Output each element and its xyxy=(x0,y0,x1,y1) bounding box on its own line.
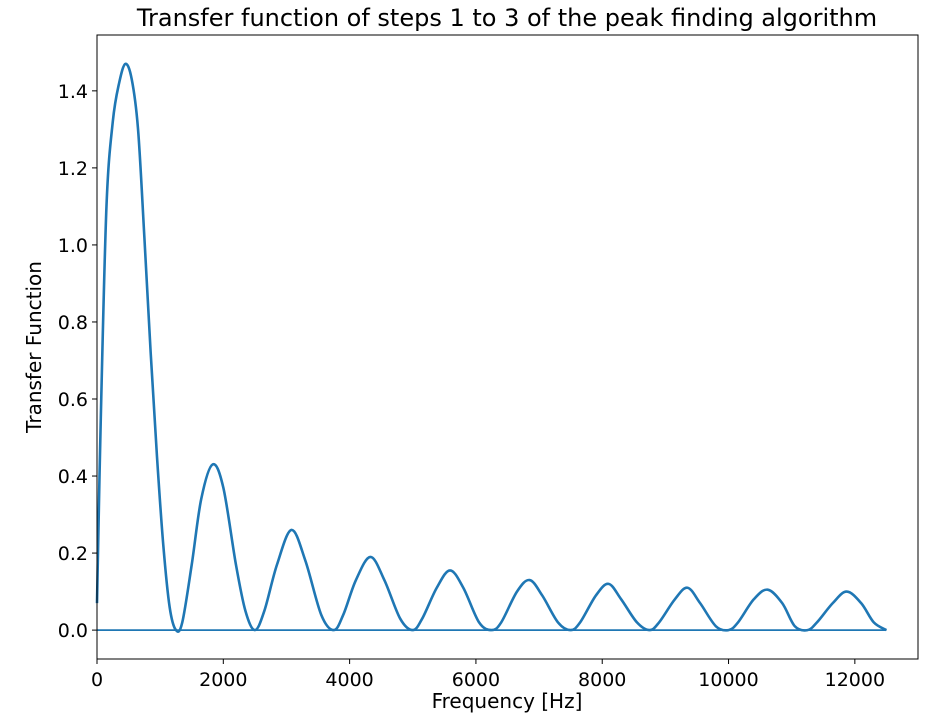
series-line-0 xyxy=(95,62,888,633)
x-axis-label: Frequency [Hz] xyxy=(432,689,583,713)
x-tick-label: 12000 xyxy=(825,669,885,691)
y-tick-label: 0.4 xyxy=(58,466,88,488)
y-tick-label: 1.2 xyxy=(58,158,88,180)
plot-frame xyxy=(96,34,919,660)
y-tick-label: 0.6 xyxy=(58,389,88,411)
y-axis-label: Transfer Function xyxy=(22,261,46,434)
x-tick-label: 2000 xyxy=(199,669,247,691)
x-tick-label: 0 xyxy=(91,669,103,691)
x-tick-label: 6000 xyxy=(452,669,500,691)
x-tick-label: 10000 xyxy=(698,669,758,691)
y-tick-label: 1.4 xyxy=(58,81,88,103)
x-tick-label: 4000 xyxy=(325,669,373,691)
y-tick-label: 0.8 xyxy=(58,312,88,334)
y-axis: 0.0 0.2 0.4 0.6 0.8 1.0 1.2 1.4 xyxy=(58,81,97,642)
y-tick-label: 0.2 xyxy=(58,543,88,565)
y-tick-label: 1.0 xyxy=(58,235,88,257)
chart-title: Transfer function of steps 1 to 3 of the… xyxy=(136,4,877,32)
x-axis: 0 2000 4000 6000 8000 10000 12000 xyxy=(91,659,885,691)
y-tick-label: 0.0 xyxy=(58,620,88,642)
x-tick-label: 8000 xyxy=(578,669,626,691)
plot-area xyxy=(95,62,888,633)
